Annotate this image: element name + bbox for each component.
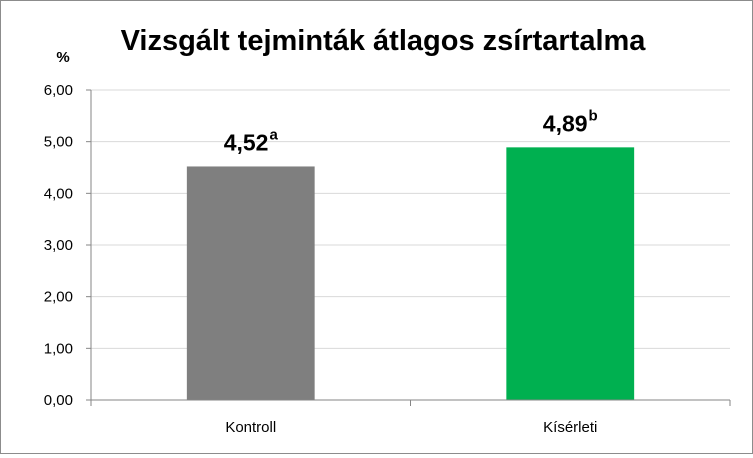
x-tick-label: Kontroll — [225, 419, 276, 436]
data-label: 4,52a — [224, 126, 279, 155]
y-tick-label: 5,00 — [44, 134, 73, 151]
y-tick-label: 4,00 — [44, 185, 73, 202]
data-label: 4,89b — [543, 107, 598, 136]
bar-kísérleti — [506, 147, 635, 400]
y-tick-label: 0,00 — [44, 392, 73, 409]
bar-kontroll — [186, 166, 315, 400]
y-tick-label: 1,00 — [44, 340, 73, 357]
y-tick-label: 2,00 — [44, 289, 73, 306]
x-tick-label: Kísérleti — [543, 419, 597, 436]
chart-title: Vizsgált tejminták átlagos zsírtartalma — [121, 25, 647, 57]
y-axis-label: % — [56, 49, 69, 66]
y-tick-label: 3,00 — [44, 237, 73, 254]
y-tick-label: 6,00 — [44, 82, 73, 99]
